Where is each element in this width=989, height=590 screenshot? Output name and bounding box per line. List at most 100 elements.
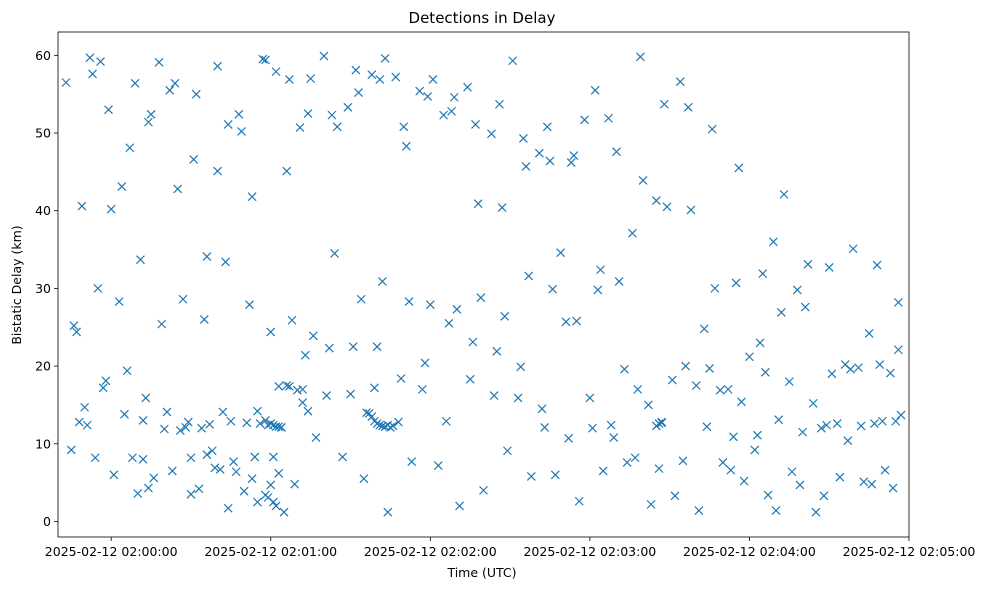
data-point bbox=[101, 376, 111, 386]
data-point bbox=[745, 352, 754, 362]
data-point bbox=[125, 143, 135, 153]
data-point bbox=[441, 416, 451, 426]
data-point bbox=[433, 461, 443, 470]
data-point bbox=[114, 297, 124, 307]
data-point bbox=[396, 374, 406, 383]
data-point bbox=[136, 255, 145, 265]
data-point bbox=[282, 166, 292, 176]
data-point bbox=[417, 384, 427, 394]
data-point bbox=[226, 416, 236, 426]
data-point bbox=[274, 468, 284, 478]
data-point bbox=[268, 452, 278, 462]
data-point bbox=[590, 85, 600, 95]
data-point bbox=[80, 402, 90, 412]
data-point bbox=[385, 423, 395, 432]
data-point bbox=[513, 393, 523, 403]
data-point bbox=[885, 368, 895, 378]
data-point bbox=[178, 294, 188, 304]
data-point bbox=[495, 99, 504, 109]
data-point bbox=[718, 457, 728, 467]
x-tick-label: 2025-02-12 02:04:00 bbox=[683, 544, 816, 559]
data-point bbox=[88, 69, 97, 79]
data-point bbox=[186, 489, 196, 499]
data-point bbox=[667, 375, 677, 385]
data-point bbox=[258, 54, 268, 64]
data-point bbox=[311, 433, 321, 442]
data-point bbox=[372, 342, 382, 352]
data-point bbox=[354, 88, 363, 98]
data-point bbox=[875, 360, 885, 369]
data-point bbox=[370, 383, 379, 393]
data-point bbox=[659, 99, 669, 109]
data-point bbox=[843, 436, 853, 446]
data-point bbox=[282, 381, 292, 390]
data-point bbox=[832, 419, 842, 428]
data-point bbox=[247, 474, 257, 484]
data-point bbox=[824, 262, 834, 272]
data-point bbox=[471, 120, 480, 129]
data-point bbox=[276, 423, 286, 432]
data-point bbox=[463, 82, 472, 92]
data-point bbox=[247, 192, 257, 202]
data-point bbox=[82, 420, 92, 430]
data-point bbox=[253, 406, 262, 416]
x-tick-label: 2025-02-12 02:02:00 bbox=[364, 544, 497, 559]
data-point bbox=[479, 485, 488, 495]
data-point bbox=[827, 369, 837, 379]
data-point bbox=[202, 450, 212, 460]
data-point bbox=[606, 420, 616, 430]
data-point bbox=[303, 406, 313, 416]
data-point bbox=[69, 321, 79, 331]
data-point bbox=[526, 471, 536, 481]
data-point bbox=[154, 57, 164, 67]
data-point bbox=[891, 416, 901, 426]
data-point bbox=[181, 423, 191, 432]
data-point bbox=[580, 115, 589, 125]
data-point bbox=[521, 161, 531, 171]
data-point bbox=[72, 327, 82, 337]
data-point bbox=[792, 285, 802, 295]
data-point bbox=[359, 474, 369, 484]
data-point bbox=[670, 491, 680, 501]
x-tick-label: 2025-02-12 02:03:00 bbox=[523, 544, 656, 559]
data-point bbox=[173, 184, 183, 194]
data-point bbox=[500, 311, 510, 321]
data-point bbox=[268, 420, 278, 430]
y-tick-label: 50 bbox=[35, 126, 51, 141]
data-point bbox=[159, 424, 169, 434]
data-point bbox=[537, 404, 547, 414]
data-point bbox=[327, 110, 337, 120]
data-point bbox=[497, 203, 507, 213]
data-point bbox=[146, 109, 156, 119]
data-point bbox=[207, 446, 217, 456]
data-point bbox=[542, 122, 552, 132]
data-point bbox=[516, 362, 526, 372]
data-point bbox=[284, 74, 294, 84]
data-point bbox=[229, 457, 238, 467]
data-point bbox=[130, 78, 140, 88]
data-point bbox=[787, 467, 797, 477]
data-point bbox=[218, 407, 228, 417]
data-point bbox=[210, 463, 220, 473]
data-point bbox=[255, 419, 265, 428]
data-point bbox=[569, 151, 579, 160]
data-point bbox=[308, 331, 318, 341]
data-point bbox=[391, 72, 401, 82]
data-point bbox=[822, 420, 831, 430]
data-point bbox=[800, 302, 810, 312]
data-point bbox=[872, 260, 882, 270]
data-point bbox=[755, 338, 765, 348]
data-point bbox=[877, 416, 887, 426]
data-point bbox=[330, 248, 339, 258]
data-point bbox=[213, 61, 222, 71]
data-point bbox=[508, 56, 518, 66]
data-point bbox=[705, 363, 714, 373]
data-point bbox=[726, 465, 736, 475]
data-point bbox=[734, 163, 744, 173]
data-point bbox=[548, 284, 558, 294]
data-point bbox=[622, 457, 632, 467]
data-point bbox=[157, 319, 167, 329]
data-point bbox=[564, 433, 574, 443]
data-point bbox=[378, 276, 387, 286]
data-point bbox=[261, 416, 270, 425]
